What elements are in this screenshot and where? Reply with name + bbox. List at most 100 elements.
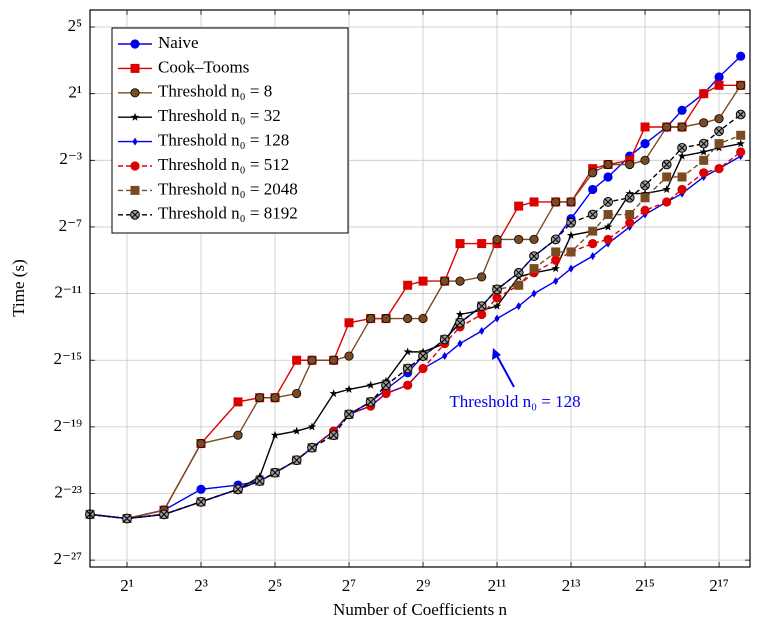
marker xyxy=(328,430,339,441)
marker xyxy=(735,109,746,120)
marker xyxy=(365,396,376,407)
marker xyxy=(699,147,708,156)
marker xyxy=(640,122,650,132)
marker xyxy=(440,276,450,286)
marker xyxy=(588,238,598,249)
marker xyxy=(662,172,672,182)
marker xyxy=(514,280,524,290)
marker xyxy=(307,442,317,453)
marker xyxy=(196,484,206,494)
marker-cross xyxy=(345,410,353,418)
y-tick-label: 2¹ xyxy=(68,83,82,102)
marker xyxy=(455,276,465,286)
marker xyxy=(588,226,598,236)
x-tick-label: 2¹³ xyxy=(562,576,581,595)
legend-label: Threshold n₀ = 8 xyxy=(158,82,272,101)
marker-cross xyxy=(715,127,723,135)
marker xyxy=(677,172,687,182)
x-tick-label: 2³ xyxy=(194,576,208,595)
marker xyxy=(587,209,598,220)
marker xyxy=(344,409,354,420)
y-axis-label: Time (s) xyxy=(9,259,28,316)
marker xyxy=(442,352,448,361)
marker xyxy=(551,264,560,273)
marker-cross xyxy=(234,485,242,493)
y-tick-label: 2⁻²⁷ xyxy=(54,549,83,568)
marker-cross xyxy=(530,252,538,260)
marker xyxy=(640,189,650,198)
marker-cross xyxy=(604,198,612,206)
marker xyxy=(698,138,709,149)
marker xyxy=(255,393,265,403)
marker xyxy=(699,168,709,178)
marker-cross xyxy=(589,211,597,218)
marker xyxy=(366,380,375,389)
marker xyxy=(344,318,354,328)
marker-cross xyxy=(515,269,523,277)
marker xyxy=(270,467,280,478)
marker xyxy=(603,172,613,182)
marker xyxy=(381,313,391,324)
marker xyxy=(714,139,724,149)
legend-label: Naive xyxy=(158,33,199,52)
marker xyxy=(640,205,650,215)
marker-cross xyxy=(330,431,338,439)
marker xyxy=(366,313,376,324)
marker-cross xyxy=(131,211,139,219)
marker xyxy=(699,118,709,128)
marker xyxy=(550,234,561,245)
marker xyxy=(492,301,502,310)
marker xyxy=(566,230,576,239)
plot-frame xyxy=(89,9,751,568)
marker xyxy=(403,313,413,324)
marker xyxy=(677,151,687,160)
marker xyxy=(233,397,243,407)
marker xyxy=(553,277,559,286)
legend-label: Threshold n₀ = 512 xyxy=(158,155,289,174)
marker xyxy=(603,197,613,207)
marker xyxy=(566,247,576,257)
x-axis-label: Number of Coefficients n xyxy=(333,600,507,619)
annotation-arrow xyxy=(495,353,515,388)
marker xyxy=(196,438,206,449)
marker xyxy=(492,284,502,295)
y-tick-label: 2⁻¹⁵ xyxy=(54,349,83,368)
marker xyxy=(677,142,687,153)
marker xyxy=(130,185,140,195)
marker xyxy=(344,384,354,393)
marker xyxy=(662,185,671,193)
marker xyxy=(455,239,465,249)
marker-cross xyxy=(271,469,279,477)
marker-cross xyxy=(308,444,316,452)
marker xyxy=(270,393,280,403)
x-tick-label: 2⁵ xyxy=(268,576,283,595)
marker xyxy=(455,317,465,328)
marker xyxy=(625,210,635,220)
marker xyxy=(455,310,465,318)
marker xyxy=(418,313,428,324)
marker xyxy=(291,455,302,466)
marker xyxy=(529,234,539,245)
legend-label: Cook–Tooms xyxy=(158,57,249,76)
marker xyxy=(566,197,576,207)
marker xyxy=(130,88,140,98)
marker xyxy=(292,388,302,399)
marker xyxy=(736,80,746,90)
x-tick-label: 2¹¹ xyxy=(488,576,507,595)
marker xyxy=(477,272,487,282)
marker xyxy=(159,509,169,520)
marker xyxy=(529,251,539,262)
marker-cross xyxy=(419,352,427,360)
marker xyxy=(418,351,428,361)
marker xyxy=(640,139,650,149)
marker xyxy=(590,252,596,261)
marker xyxy=(439,334,450,345)
marker xyxy=(307,422,317,431)
marker xyxy=(418,363,428,374)
marker xyxy=(254,476,265,486)
marker xyxy=(677,105,687,115)
marker xyxy=(492,293,502,303)
annotation-arrowhead xyxy=(492,348,501,360)
marker xyxy=(677,122,687,132)
marker xyxy=(551,197,561,207)
